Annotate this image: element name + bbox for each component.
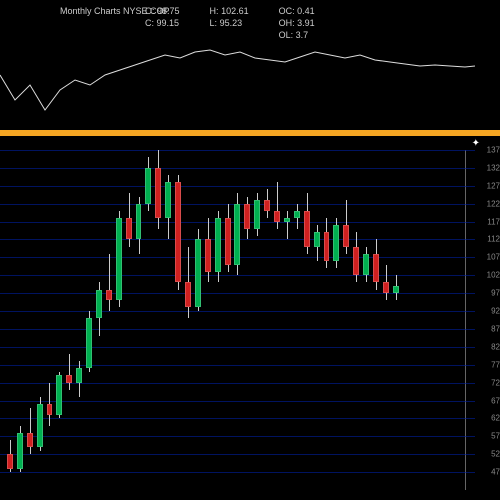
y-tick-label: 52 bbox=[491, 450, 500, 459]
ohlc-oh: OH: 3.91 bbox=[279, 18, 315, 28]
candle-body bbox=[116, 218, 122, 300]
y-axis: 47 52 57 62 67 72 77 82 87 92 97 102 107 112 117 122 127… bbox=[468, 150, 500, 490]
candle-body bbox=[393, 286, 399, 293]
candlestick-chart bbox=[0, 150, 475, 490]
candle-body bbox=[373, 254, 379, 283]
y-tick-label: 77 bbox=[491, 360, 500, 369]
chart-separator bbox=[0, 130, 500, 136]
candle-body bbox=[76, 368, 82, 382]
candle-wick bbox=[277, 182, 278, 229]
y-tick-label: 67 bbox=[491, 396, 500, 405]
candle-body bbox=[284, 218, 290, 222]
grid-line bbox=[0, 293, 475, 294]
grid-line bbox=[0, 401, 475, 402]
ohlc-l: L: 95.23 bbox=[210, 18, 249, 28]
y-tick-label: 92 bbox=[491, 307, 500, 316]
y-tick-label: 112 bbox=[487, 235, 500, 244]
candle-body bbox=[294, 211, 300, 218]
y-tick-label: 122 bbox=[487, 199, 500, 208]
grid-line bbox=[0, 311, 475, 312]
line-chart bbox=[0, 30, 475, 120]
ohlc-o: O: 98.75 bbox=[145, 6, 180, 16]
candle-body bbox=[136, 204, 142, 240]
candle-body bbox=[7, 454, 13, 468]
candle-wick bbox=[287, 211, 288, 240]
y-tick-label: 72 bbox=[491, 378, 500, 387]
grid-line bbox=[0, 472, 475, 473]
candle-body bbox=[234, 204, 240, 265]
y-tick-label: 57 bbox=[491, 432, 500, 441]
candle-body bbox=[205, 239, 211, 271]
y-tick-label: 102 bbox=[487, 271, 500, 280]
candle-wick bbox=[30, 408, 31, 455]
y-tick-label: 62 bbox=[491, 414, 500, 423]
candle-body bbox=[66, 375, 72, 382]
y-tick-label: 137 bbox=[487, 146, 500, 155]
candle-body bbox=[155, 168, 161, 218]
star-icon: ✦ bbox=[472, 138, 480, 149]
y-tick-label: 97 bbox=[491, 289, 500, 298]
candle-body bbox=[215, 218, 221, 272]
candle-body bbox=[47, 404, 53, 415]
candle-body bbox=[106, 290, 112, 301]
ohlc-h: H: 102.61 bbox=[210, 6, 249, 16]
y-tick-label: 47 bbox=[491, 468, 500, 477]
candle-wick bbox=[69, 354, 70, 390]
ohlc-c: C: 99.15 bbox=[145, 18, 180, 28]
candle-body bbox=[145, 168, 151, 204]
y-tick-label: 87 bbox=[491, 324, 500, 333]
y-axis-line bbox=[465, 150, 466, 490]
candle-body bbox=[333, 225, 339, 261]
candle-body bbox=[383, 282, 389, 293]
grid-line bbox=[0, 454, 475, 455]
candle-body bbox=[225, 218, 231, 265]
grid-line bbox=[0, 347, 475, 348]
candle-body bbox=[86, 318, 92, 368]
candle-body bbox=[96, 290, 102, 319]
candle-body bbox=[254, 200, 260, 229]
candle-body bbox=[314, 232, 320, 246]
candle-body bbox=[126, 218, 132, 239]
candle-body bbox=[185, 282, 191, 307]
candle-body bbox=[195, 239, 201, 307]
grid-line bbox=[0, 168, 475, 169]
candle-body bbox=[264, 200, 270, 211]
grid-line bbox=[0, 186, 475, 187]
y-tick-label: 132 bbox=[487, 163, 500, 172]
y-tick-label: 127 bbox=[487, 181, 500, 190]
candle-body bbox=[17, 433, 23, 469]
grid-line bbox=[0, 418, 475, 419]
candle-wick bbox=[109, 254, 110, 311]
grid-line bbox=[0, 329, 475, 330]
candle-body bbox=[165, 182, 171, 218]
candle-body bbox=[175, 182, 181, 282]
candle-body bbox=[363, 254, 369, 275]
grid-line bbox=[0, 383, 475, 384]
ohlc-oc: OC: 0.41 bbox=[279, 6, 315, 16]
candle-body bbox=[274, 211, 280, 222]
candle-body bbox=[304, 211, 310, 247]
candle-body bbox=[37, 404, 43, 447]
candle-body bbox=[343, 225, 349, 246]
grid-line bbox=[0, 365, 475, 366]
grid-line bbox=[0, 275, 475, 276]
candle-body bbox=[324, 232, 330, 261]
y-tick-label: 107 bbox=[487, 253, 500, 262]
y-tick-label: 82 bbox=[491, 342, 500, 351]
candle-body bbox=[27, 433, 33, 447]
candle-body bbox=[56, 375, 62, 414]
grid-line bbox=[0, 150, 475, 151]
grid-line bbox=[0, 436, 475, 437]
candle-body bbox=[244, 204, 250, 229]
y-tick-label: 117 bbox=[487, 217, 500, 226]
candle-body bbox=[353, 247, 359, 276]
